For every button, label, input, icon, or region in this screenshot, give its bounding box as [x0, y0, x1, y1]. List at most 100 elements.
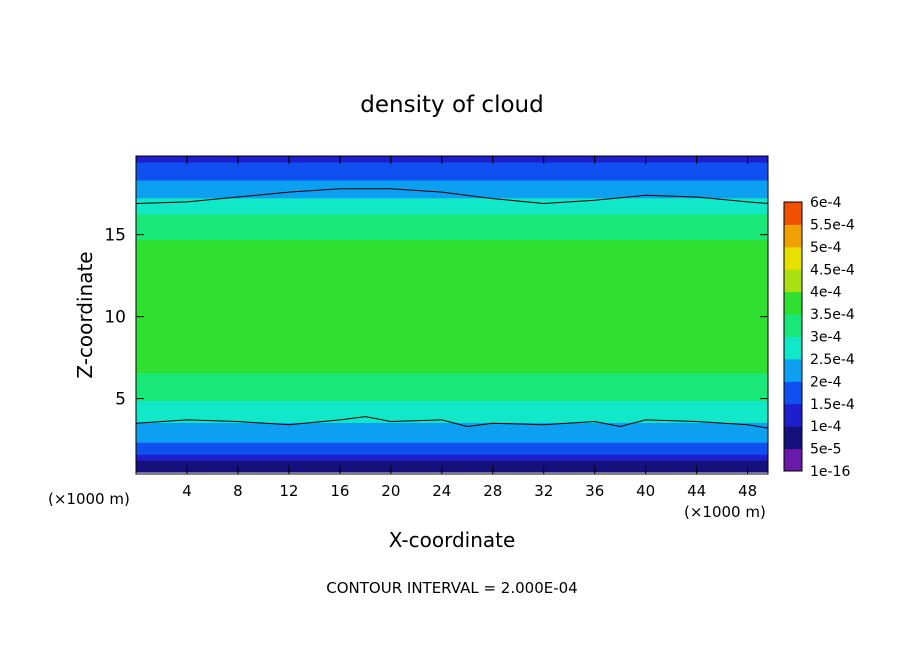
density-band: [136, 221, 768, 225]
density-band: [136, 301, 768, 304]
density-band: [136, 472, 768, 474]
density-band: [136, 416, 768, 419]
colorbar-label: 5.5e-4: [810, 217, 855, 233]
density-band: [136, 163, 768, 167]
density-band: [136, 307, 768, 310]
y-unit-label: (×1000 m): [48, 490, 130, 508]
x-tick-label: 44: [687, 482, 706, 500]
x-tick-label: 24: [432, 482, 451, 500]
density-band: [136, 462, 768, 465]
density-band: [136, 283, 768, 286]
colorbar: 1e-16 5e-5 1e-4 1.5e-4 2e-4 2.5e-4 3e-4 3.5e-4 4…: [783, 195, 855, 480]
colorbar-swatch: [784, 269, 802, 293]
colorbar-swatch: [784, 314, 802, 337]
density-band: [136, 279, 768, 282]
density-band: [136, 243, 768, 247]
density-band: [136, 299, 768, 302]
density-band: [136, 237, 768, 241]
colorbar-label: 1.5e-4: [810, 397, 855, 413]
density-band: [136, 360, 768, 364]
density-band: [136, 320, 768, 324]
density-band: [136, 418, 768, 421]
colorbar-label: 5e-4: [810, 240, 842, 256]
colorbar-label: 3.5e-4: [810, 307, 855, 323]
density-band: [136, 406, 768, 410]
density-band: [136, 201, 768, 205]
density-band: [136, 318, 768, 322]
density-band: [136, 207, 768, 211]
density-band: [136, 326, 768, 330]
density-band: [136, 303, 768, 306]
y-tick-label: 15: [104, 226, 126, 246]
density-band: [136, 261, 768, 264]
x-tick-label: 20: [381, 482, 400, 500]
density-band: [136, 404, 768, 408]
density-band: [136, 239, 768, 243]
density-band: [136, 316, 768, 320]
y-tick-label: 10: [104, 308, 126, 328]
density-band: [136, 354, 768, 358]
density-band: [136, 452, 768, 455]
density-band: [136, 203, 768, 207]
density-band: [136, 293, 768, 296]
density-band: [136, 281, 768, 284]
density-band: [136, 275, 768, 278]
density-band: [136, 344, 768, 348]
x-tick-label: 48: [738, 482, 757, 500]
density-band: [136, 247, 768, 251]
density-band: [136, 328, 768, 332]
contour-line-upper: [136, 188, 768, 205]
density-band: [136, 398, 768, 402]
density-band: [136, 432, 768, 435]
density-band: [136, 297, 768, 300]
density-band: [136, 311, 768, 314]
density-band: [136, 420, 768, 423]
density-band: [136, 434, 768, 437]
density-band: [136, 458, 768, 461]
density-band: [136, 466, 768, 469]
colorbar-swatch: [784, 403, 802, 427]
density-band: [136, 414, 768, 417]
density-band: [136, 400, 768, 404]
density-band: [136, 227, 768, 231]
density-band: [136, 241, 768, 245]
density-band: [136, 273, 768, 276]
density-band: [136, 444, 768, 447]
density-band: [136, 468, 768, 471]
density-band: [136, 324, 768, 328]
density-band: [136, 251, 768, 254]
density-band: [136, 291, 768, 294]
density-band: [136, 167, 768, 171]
density-band: [136, 219, 768, 223]
colorbar-swatch: [784, 246, 802, 270]
colorbar-swatch: [784, 336, 802, 360]
density-band: [136, 362, 768, 366]
chart-title: density of cloud: [360, 92, 543, 118]
density-band: [136, 183, 768, 187]
density-band: [136, 426, 768, 429]
x-tick-label: 28: [483, 482, 502, 500]
density-band: [136, 446, 768, 449]
colorbar-label: 2e-4: [810, 374, 842, 390]
density-band: [136, 470, 768, 473]
colorbar-swatch: [784, 291, 802, 315]
density-band: [136, 386, 768, 390]
density-band: [136, 364, 768, 368]
y-axis-label: Z-coordinate: [73, 251, 97, 378]
density-band: [136, 456, 768, 459]
density-band: [136, 285, 768, 288]
density-band: [136, 179, 768, 183]
density-band: [136, 394, 768, 398]
density-band: [136, 187, 768, 191]
density-band: [136, 332, 768, 336]
density-band: [136, 213, 768, 217]
density-band: [136, 267, 768, 270]
density-band: [136, 235, 768, 239]
density-band: [136, 249, 768, 252]
density-band: [136, 269, 768, 272]
density-band: [136, 392, 768, 396]
density-band: [136, 263, 768, 266]
density-band: [136, 450, 768, 453]
density-band: [136, 193, 768, 197]
